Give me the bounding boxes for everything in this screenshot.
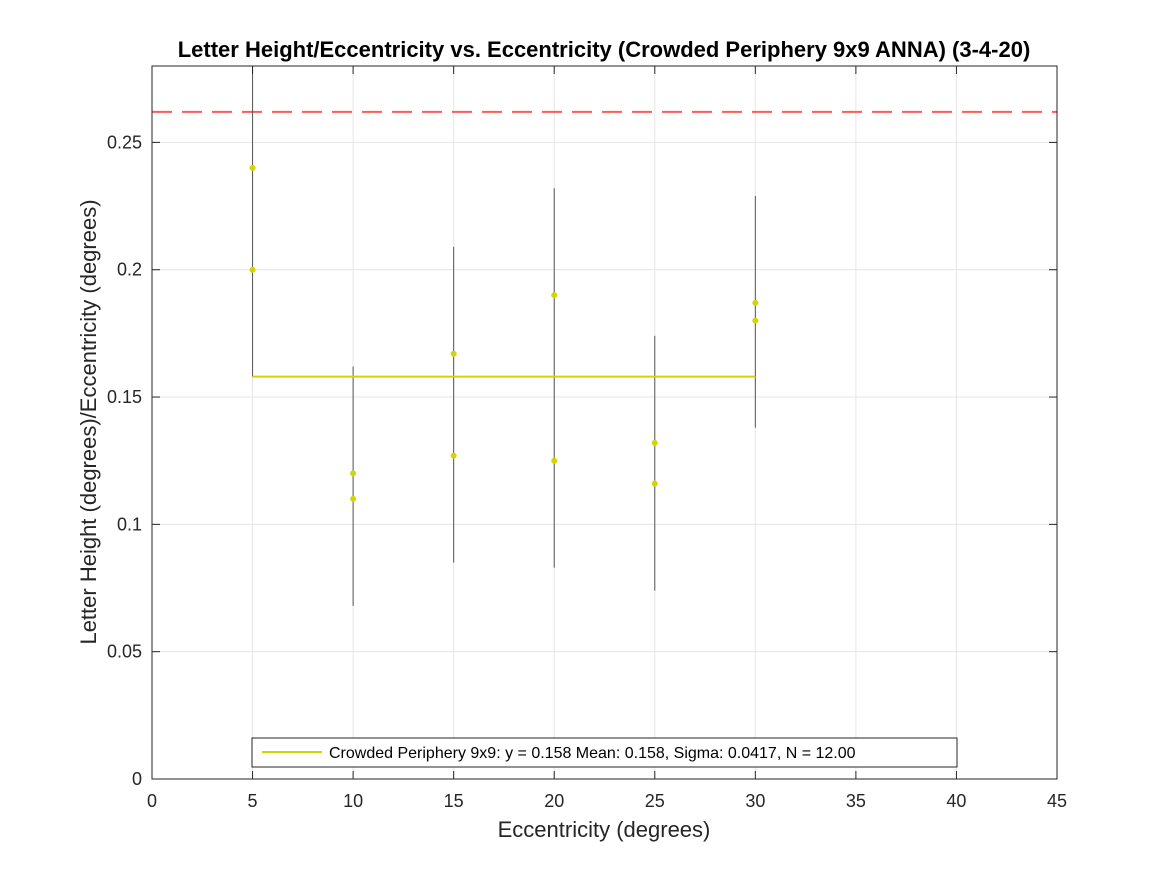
- x-tick-labels: 0 5 10 15 20 25 30 35 40 45: [147, 791, 1067, 811]
- x-tick-label: 5: [248, 791, 258, 811]
- legend-entry-label: Crowded Periphery 9x9: y = 0.158 Mean: 0…: [329, 745, 856, 762]
- data-point: [752, 299, 759, 306]
- data-point: [551, 457, 558, 464]
- axes-box: [151, 65, 1058, 780]
- x-tick-label: 30: [745, 791, 765, 811]
- error-bars: [252, 66, 756, 606]
- x-axis-label: Eccentricity (degrees): [498, 817, 711, 842]
- y-tick-label: 0.05: [107, 642, 142, 662]
- data-point: [752, 317, 759, 324]
- y-axis-label: Letter Height (degrees)/Eccentricity (de…: [76, 199, 101, 644]
- data-point: [551, 292, 558, 299]
- chart-title: Letter Height/Eccentricity vs. Eccentric…: [178, 37, 1031, 62]
- legend: Crowded Periphery 9x9: y = 0.158 Mean: 0…: [251, 737, 958, 768]
- legend-box: [251, 737, 958, 768]
- data-point: [350, 495, 357, 502]
- data-point: [450, 350, 457, 357]
- data-point: [450, 452, 457, 459]
- y-tick-label: 0.15: [107, 387, 142, 407]
- data-points: [249, 164, 759, 502]
- y-tick-label: 0.1: [117, 514, 142, 534]
- y-tick-label: 0.2: [117, 260, 142, 280]
- y-tick-label: 0: [132, 769, 142, 789]
- x-tick-label: 10: [343, 791, 363, 811]
- plot-area-background: [152, 66, 1057, 779]
- data-point: [651, 439, 658, 446]
- axis-ticks: [151, 66, 1058, 780]
- data-point: [249, 164, 256, 171]
- x-tick-label: 45: [1047, 791, 1067, 811]
- y-tick-labels: 0 0.05 0.1 0.15 0.2 0.25: [107, 132, 142, 789]
- x-tick-label: 40: [946, 791, 966, 811]
- x-tick-label: 0: [147, 791, 157, 811]
- x-tick-label: 25: [645, 791, 665, 811]
- x-tick-label: 20: [544, 791, 564, 811]
- x-tick-label: 15: [444, 791, 464, 811]
- y-tick-label: 0.25: [107, 132, 142, 152]
- data-point: [350, 470, 357, 477]
- data-point: [249, 266, 256, 273]
- x-tick-label: 35: [846, 791, 866, 811]
- data-point: [651, 480, 658, 487]
